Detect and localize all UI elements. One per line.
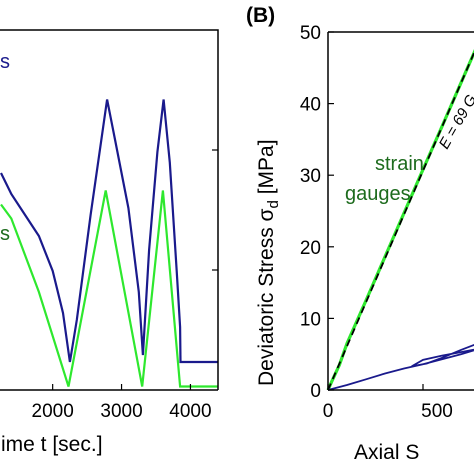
right-y-label-unit: [MPa] [255,139,278,200]
right-x-tick-label: 0 [323,401,334,422]
right-y-label-subscript: d [265,200,282,208]
right-series-layer [326,48,474,391]
right-series-line-3 [327,344,474,391]
right-y-tick-label: 0 [310,381,321,402]
left-series-line-2 [0,190,218,388]
right-series-line-1 [326,48,474,391]
panel-label-b: (B) [246,4,275,27]
right-y-tick-label: 50 [300,23,321,44]
right-y-ticks: 0 10 20 30 40 50 [300,23,334,402]
left-annotation-blue: s [0,51,10,73]
strain-gauges-label-line1: strain [375,153,424,175]
left-x-ticks: 2000 3000 4000 [32,384,212,422]
right-series-line-2 [327,50,474,391]
left-series-layer [0,99,218,388]
left-x-axis-label: ime t [sec.] [1,433,103,456]
strain-gauges-label-line2: gauges [345,183,411,205]
right-y-tick-label: 20 [300,238,321,259]
left-x-tick-label: 4000 [169,401,211,422]
left-time-plot: 2000 3000 4000 s s ime t [sec.] [0,29,219,456]
right-y-tick-label: 30 [300,166,321,187]
left-annotation-green: s [0,223,10,245]
right-stress-plot: (B) 0 10 20 30 40 50 0 500 Deviatoric Stress σ… [246,4,474,464]
right-y-label-main: Deviatoric Stress σ [255,208,278,386]
right-x-tick-label: 500 [421,401,453,422]
right-y-axis-label: Deviatoric Stress σd [MPa] [255,139,282,386]
left-x-tick-label: 3000 [100,401,142,422]
right-y-tick-label: 10 [300,309,321,330]
right-x-ticks: 0 500 [323,384,453,422]
left-series-line-1 [0,99,218,364]
right-y-tick-label: 40 [300,95,321,116]
left-x-tick-label: 2000 [32,401,74,422]
right-x-axis-label: Axial S [354,441,419,464]
